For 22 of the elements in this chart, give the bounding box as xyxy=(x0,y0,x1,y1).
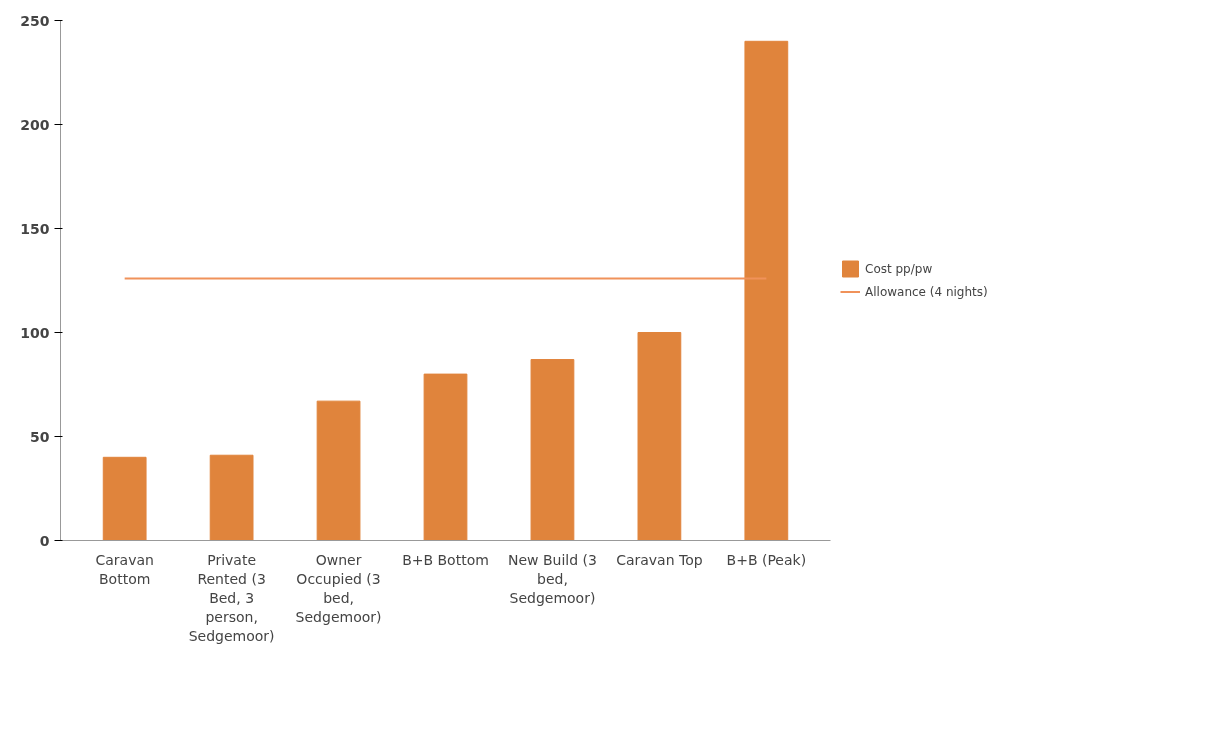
y-tick-label: 50 xyxy=(30,428,50,445)
x-tick-label: Caravan Top xyxy=(616,551,703,568)
x-tick-label: B+B Bottom xyxy=(402,551,489,568)
bar xyxy=(637,332,682,541)
bar xyxy=(530,359,575,541)
x-tick-label: Private Rented (3 Bed, 3 person, Sedgemoor) xyxy=(188,551,275,645)
bar xyxy=(316,400,361,541)
y-tick-label: 150 xyxy=(20,220,50,237)
y-tick-label: 0 xyxy=(39,532,50,549)
y-tick-label: 250 xyxy=(20,12,50,29)
x-tick-label: Owner Occupied (3 bed, Sedgemoor) xyxy=(295,551,382,626)
y-tick-label: 200 xyxy=(20,116,50,133)
bar xyxy=(744,40,789,541)
legend-label: Allowance (4 nights) xyxy=(865,284,988,299)
legend-label: Cost pp/pw xyxy=(865,261,933,276)
x-tick-label: B+B (Peak) xyxy=(726,551,807,568)
y-tick-label: 100 xyxy=(20,324,50,341)
x-tick-label: New Build (3 bed, Sedgemoor) xyxy=(507,551,597,606)
bar xyxy=(102,456,147,541)
x-tick-label: Caravan Bottom xyxy=(95,551,154,587)
bar xyxy=(209,454,254,541)
bar xyxy=(423,373,468,541)
